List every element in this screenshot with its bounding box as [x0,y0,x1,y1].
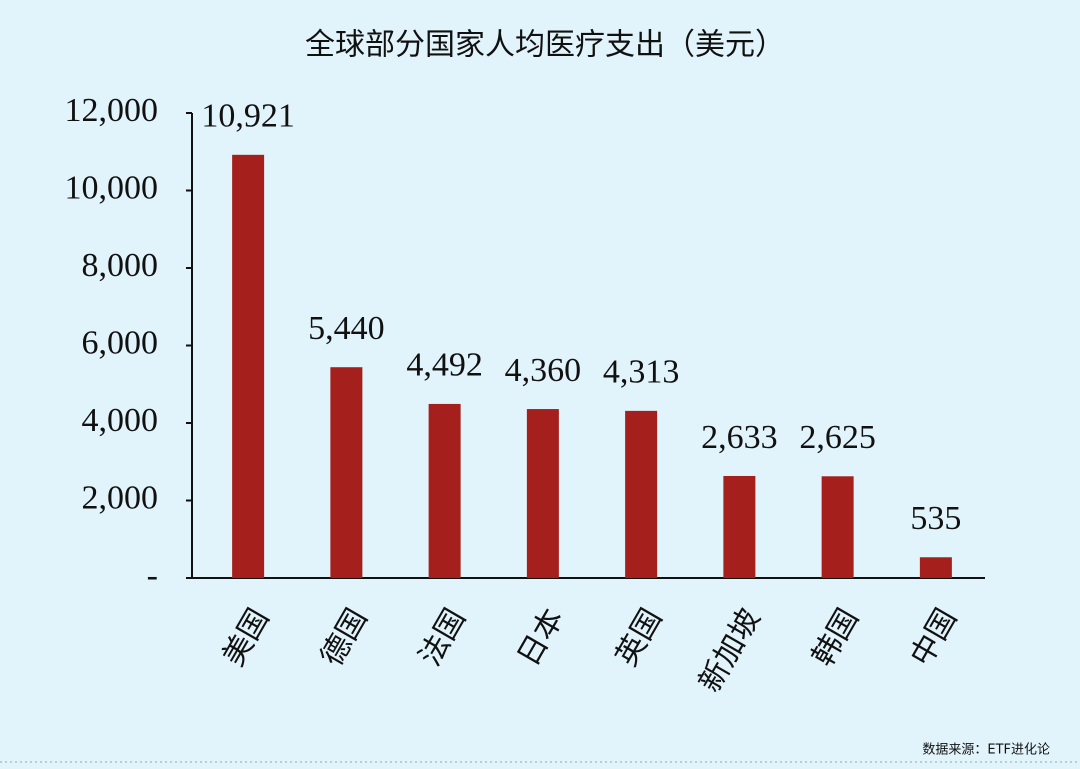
value-label: 4,313 [603,354,680,391]
chart-title: 全球部分国家人均医疗支出（美元） [305,28,785,63]
value-label: 4,360 [505,352,582,389]
bar [428,403,461,578]
value-label: 10,921 [201,98,295,135]
y-tick-label: 8,000 [82,247,159,284]
y-tick-label: 2,000 [82,479,159,516]
source-note: 数据来源：ETF进化论 [922,743,1050,758]
y-tick-label: 6,000 [82,324,159,361]
bar [919,557,952,578]
value-label: 5,440 [308,310,385,347]
value-label: 2,625 [799,419,876,456]
value-label: 2,633 [701,419,778,456]
value-label: 535 [910,500,961,537]
bar [232,154,265,578]
bar [723,475,756,578]
bar [330,367,363,578]
bar [526,409,559,578]
bar [625,410,658,578]
y-tick-label: 4,000 [82,402,159,439]
y-tick-label: - [147,557,158,594]
y-tick-label: 12,000 [65,92,159,129]
value-label: 4,492 [406,347,483,384]
bar [821,476,854,578]
y-tick-label: 10,000 [65,169,159,206]
